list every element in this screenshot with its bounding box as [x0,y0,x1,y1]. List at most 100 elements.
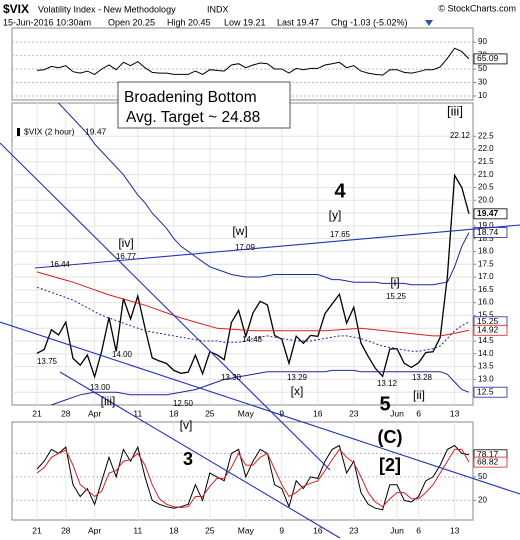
panel-frame [11,421,474,521]
value-tag [473,386,508,398]
value-tag-label: 19.47 [477,208,499,218]
y-tick-label: 18.5 [478,234,494,243]
annotation: 16.44 [50,260,71,269]
x-tick-label: 23 [349,525,359,535]
annotation: [y] [329,208,342,222]
y-tick-label: 18.0 [478,247,494,256]
x-tick-label: May [238,525,255,535]
series-line [36,47,470,76]
y-tick-label: 14.5 [478,336,494,345]
annotation: [w] [232,224,247,238]
value-tag-label: 78.17 [477,449,499,459]
x-tick-label: Jun [390,525,404,535]
index-name: Volatility Index - New Methodology [38,4,176,14]
x-tick-label: Jun [390,408,404,418]
y-tick-label: 50 [478,472,487,481]
y-tick-label: 22.5 [478,131,494,140]
y-tick-label: 50 [478,64,487,73]
y-tick-label: 16.5 [478,285,494,294]
x-tick-label: 25 [205,525,215,535]
value-tag-label: 65.09 [477,53,499,63]
panel: 8050202128Apr111825May91623Jun61378.1768… [11,421,508,535]
annotation: [iv] [118,236,133,250]
x-tick-label: 9 [279,408,284,418]
series-line [49,369,470,405]
x-tick-label: 13 [450,525,460,535]
annotation: [i] [390,275,399,289]
y-tick-label: 15.5 [478,311,494,320]
callout-title: Broadening Bottom [124,89,257,106]
panel-frame [11,102,474,406]
value-tag [473,53,508,65]
x-tick-label: 28 [61,525,71,535]
y-tick-label: 30 [478,78,487,87]
x-tick-label: 28 [61,408,71,418]
annotation: [iii] [101,394,116,408]
annotation: 15.25 [386,292,407,301]
x-tick-label: 13 [450,408,460,418]
annotation: [ii] [413,388,425,402]
annotation: 17.09 [235,243,256,252]
y-tick-label: 14.0 [478,349,494,358]
series-line [36,444,470,511]
series-line [36,286,470,352]
series-line [36,271,470,337]
source: © StockCharts.com [438,3,516,13]
y-tick-label: 13.0 [478,375,494,384]
annotation: 13.00 [90,383,111,392]
annotation: 13.12 [377,379,398,388]
value-tag-label: 12.5 [477,386,494,396]
x-tick-label: 18 [169,408,179,418]
panel: 12.513.013.514.014.515.015.516.016.517.0… [11,102,508,418]
legend-icon [17,128,20,136]
x-tick-label: 21 [32,525,42,535]
annotation: 14.48 [242,335,263,344]
annotation: 13.75 [37,357,58,366]
y-tick-label: 21.0 [478,170,494,179]
series-line [36,448,470,509]
trend-line [0,321,520,495]
series-line [57,103,470,286]
x-tick-label: Apr [88,525,101,535]
callout: Broadening Bottom Avg. Target ~ 24.88 [117,81,291,129]
x-tick-label: 11 [133,408,142,418]
quote: High 20.45 [167,17,211,27]
callout-box [117,81,291,129]
value-tag [473,456,508,468]
annotation: [x] [291,384,304,398]
y-tick-label: 22.0 [478,144,494,153]
quote: Open 20.25 [108,17,155,27]
value-tag-label: 68.82 [477,456,499,466]
legend-value: 19.47 [85,126,107,136]
annotation: 3 [183,449,193,469]
annotation: (C) [378,427,403,447]
y-tick-label: 20 [478,496,487,505]
x-tick-label: 16 [313,525,323,535]
y-tick-label: 20.5 [478,183,494,192]
x-tick-label: 16 [313,408,323,418]
annotation: 4 [334,180,346,202]
y-tick-label: 19.0 [478,221,494,230]
quote: Chg -1.03 (-5.02%) [331,17,408,27]
x-tick-label: 11 [133,525,142,535]
annotation: [iii] [447,103,463,118]
annotation: 13.29 [287,373,308,382]
datetime: 15-Jun-2016 10:30am [3,17,91,27]
trend-lines [0,142,520,539]
symbol: $VIX [3,2,29,16]
annotation: 17.65 [330,230,351,239]
x-tick-label: 23 [349,408,359,418]
x-tick-label: 25 [205,408,215,418]
y-tick-label: 17.0 [478,272,494,281]
dropdown-icon[interactable] [425,20,433,26]
annotations: [iii] 22.12 [iv] 16.44 16.77 13.75 14.00 13.00 1… [37,103,471,474]
quote: Low 19.21 [224,17,266,27]
x-tick-label: 18 [169,525,179,535]
y-tick-label: 10 [478,91,487,100]
value-tag [473,324,508,336]
quote: Last 19.47 [277,17,319,27]
annotation: [2] [379,455,401,475]
y-tick-label: 20.0 [478,195,494,204]
x-tick-label: 6 [416,408,421,418]
